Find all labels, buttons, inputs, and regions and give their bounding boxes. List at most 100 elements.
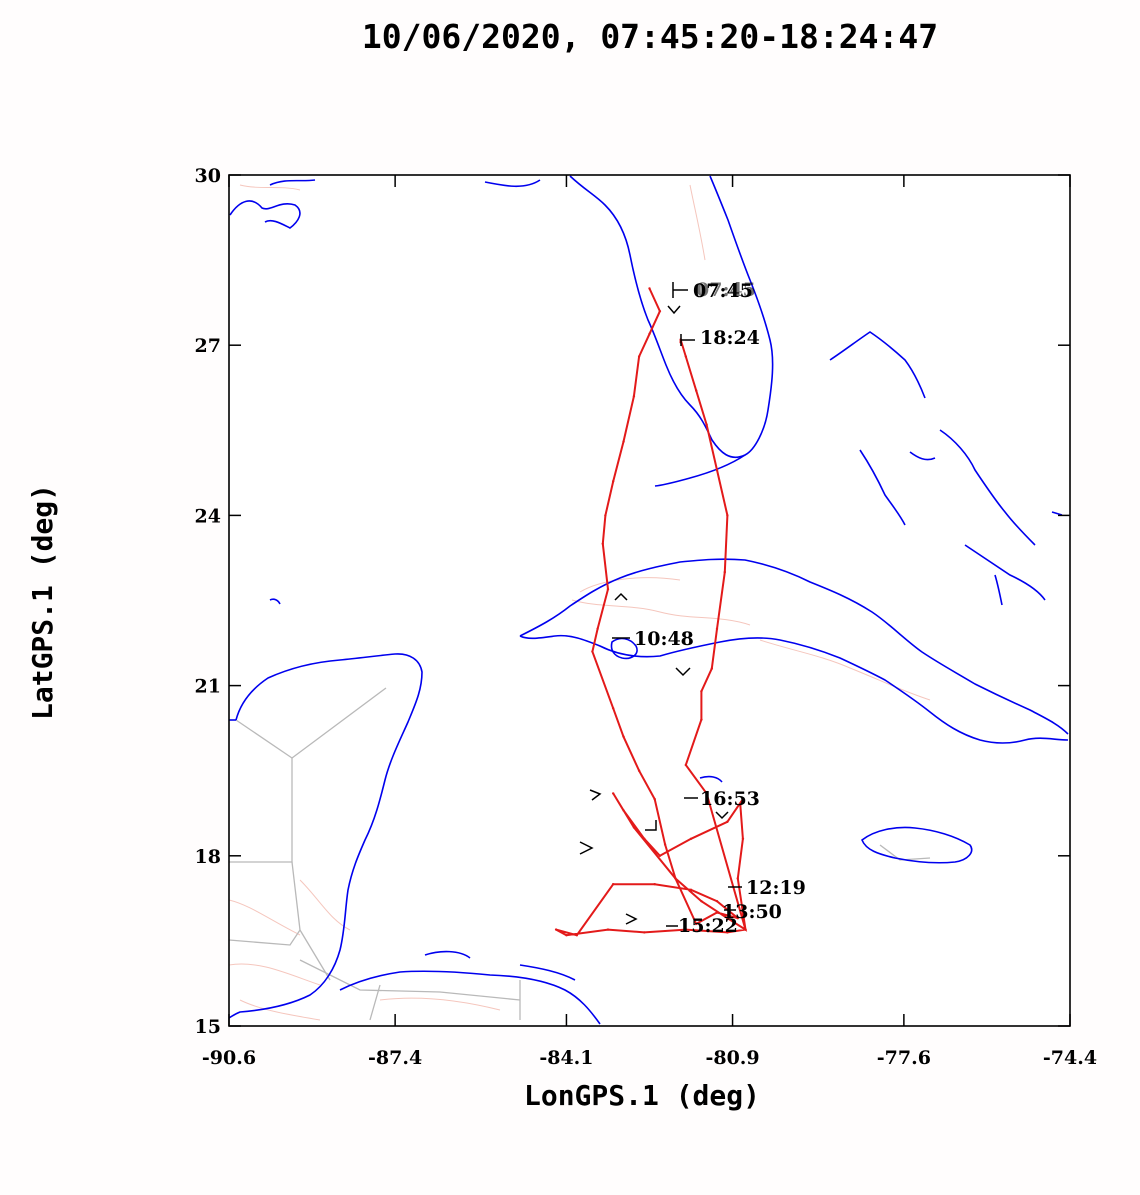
track-point <box>736 877 739 880</box>
track-point <box>695 389 698 392</box>
track-point <box>596 627 599 631</box>
track-point <box>741 797 745 801</box>
track-point <box>705 792 708 795</box>
track-point <box>565 934 568 937</box>
x-tick-label: -74.4 <box>1043 1047 1097 1069</box>
track-point <box>637 355 641 358</box>
track-point <box>689 888 693 892</box>
track-layer <box>554 287 748 937</box>
direction-arrow <box>645 820 657 831</box>
track-point <box>726 917 729 920</box>
track-point <box>700 690 703 693</box>
direction-arrow <box>667 305 681 315</box>
track-point <box>622 735 625 738</box>
chart-title: 10/06/2020, 07:45:20-18:24:47 <box>362 17 938 56</box>
time-label: 10:48 <box>634 628 694 650</box>
track-point <box>648 287 651 290</box>
track-point <box>663 843 667 846</box>
track-point <box>715 627 719 631</box>
plot-frame <box>228 174 1071 1027</box>
track-point <box>658 309 662 313</box>
track-point <box>726 931 729 934</box>
y-tick-label: 30 <box>195 165 221 187</box>
track-point <box>611 882 615 886</box>
track-point <box>606 928 610 931</box>
time-label: 07:45 <box>696 279 756 301</box>
track-point <box>653 882 656 886</box>
track-point <box>700 899 703 903</box>
track-point <box>611 480 615 483</box>
track-point <box>606 587 610 591</box>
track-point <box>705 423 708 426</box>
track-point <box>643 931 646 934</box>
time-label: 16:53 <box>700 788 760 810</box>
direction-arrow <box>589 789 602 801</box>
track-point <box>715 899 719 903</box>
x-tick-label: -90.6 <box>202 1047 256 1069</box>
time-markers <box>579 282 742 927</box>
track-point <box>601 542 604 545</box>
x-tick-labels: -90.6 -87.4 -84.1 -80.9 -77.6 -74.4 <box>202 1047 1097 1069</box>
track-point <box>736 917 739 920</box>
time-label: 18:24 <box>700 327 760 349</box>
time-label: 12:19 <box>746 877 806 899</box>
track-point <box>684 355 688 358</box>
time-labels: 07:45 07:45 18:24 10:48 12:19 13:50 15:2… <box>634 279 806 937</box>
track-point <box>632 826 636 829</box>
border-lines <box>229 687 931 1021</box>
x-tick-label: -87.4 <box>368 1047 422 1069</box>
time-label: 13:50 <box>722 901 782 923</box>
river-lines <box>229 184 931 1021</box>
time-marker-tick <box>680 334 695 346</box>
track-point <box>648 332 651 336</box>
direction-arrow <box>715 811 729 820</box>
map-background <box>229 175 1069 1025</box>
track-point <box>658 854 662 857</box>
x-axis-label: LonGPS.1 (deg) <box>524 1079 760 1112</box>
track-point <box>604 514 607 517</box>
y-tick-label: 27 <box>195 335 221 357</box>
direction-arrow <box>625 913 638 925</box>
track-point <box>591 650 594 653</box>
time-marker-tick <box>672 282 688 298</box>
direction-arrow <box>614 592 628 601</box>
y-axis-label: LatGPS.1 (deg) <box>26 484 59 720</box>
track-point <box>726 514 729 517</box>
track-point <box>622 440 625 443</box>
track-point <box>744 928 747 931</box>
direction-arrow <box>675 667 691 677</box>
track-point <box>611 792 615 795</box>
x-tick-label: -80.9 <box>705 1047 759 1069</box>
track-point <box>554 928 558 931</box>
x-tick-label: -77.6 <box>877 1047 931 1069</box>
plot-area <box>229 175 1070 1026</box>
track-point <box>575 934 579 937</box>
track-point <box>674 877 677 880</box>
track-point <box>637 769 641 772</box>
track-point <box>684 763 688 767</box>
track-point <box>723 570 726 574</box>
flight-track-line <box>555 288 748 937</box>
y-tick-label: 24 <box>195 505 221 527</box>
time-label: 07:45 <box>693 280 753 302</box>
track-point <box>643 837 646 840</box>
track-point <box>653 797 656 801</box>
track-point <box>715 911 719 914</box>
track-point <box>739 803 742 806</box>
axis-ticks <box>228 174 1071 1027</box>
track-point <box>700 718 703 721</box>
track-point <box>741 837 745 840</box>
x-tick-label: -84.1 <box>539 1047 593 1069</box>
y-tick-label: 21 <box>195 676 221 698</box>
y-tick-labels: 15 18 21 24 27 30 <box>195 165 221 1038</box>
track-point <box>689 837 693 840</box>
y-tick-label: 18 <box>195 846 221 868</box>
track-point <box>715 468 719 472</box>
track-point <box>695 922 698 926</box>
track-point <box>726 820 729 823</box>
track-point <box>611 707 615 710</box>
track-point <box>684 928 688 931</box>
direction-arrow <box>579 841 594 855</box>
